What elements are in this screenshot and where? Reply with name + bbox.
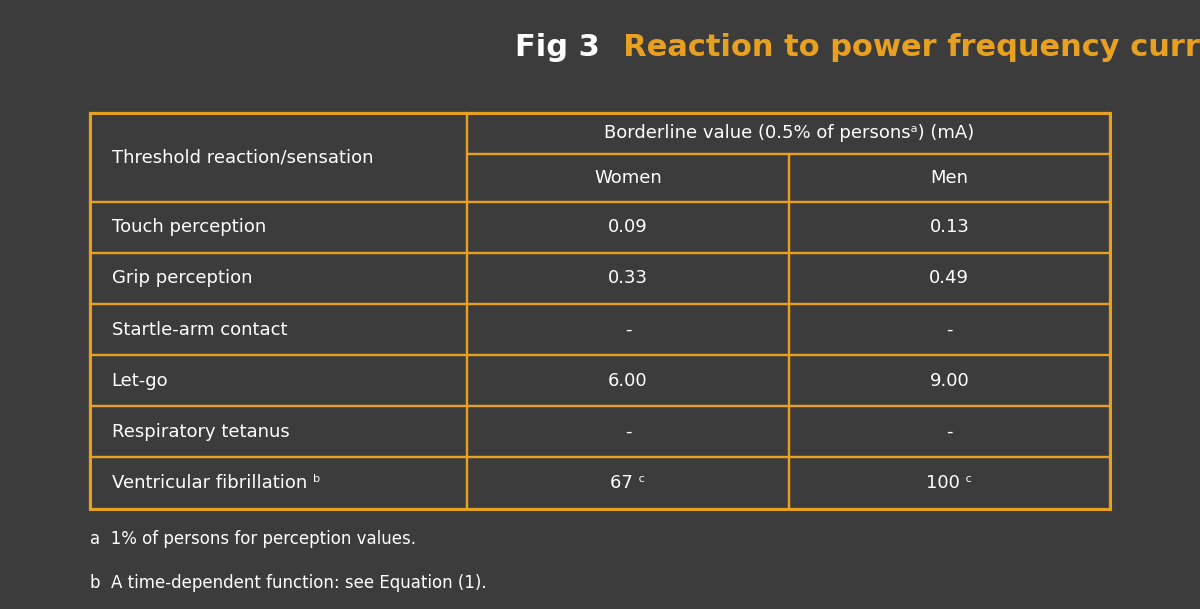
- Bar: [468, 154, 788, 202]
- Text: Touch perception: Touch perception: [112, 218, 266, 236]
- Bar: [788, 154, 1110, 202]
- Text: Grip perception: Grip perception: [112, 269, 252, 287]
- Bar: [90, 406, 468, 457]
- Bar: [90, 253, 468, 304]
- Bar: [468, 202, 788, 253]
- Bar: [468, 304, 788, 355]
- Text: Threshold reaction/sensation: Threshold reaction/sensation: [112, 148, 373, 166]
- Text: Men: Men: [930, 169, 968, 187]
- Text: 100 ᶜ: 100 ᶜ: [926, 474, 972, 492]
- Text: Ventricular fibrillation ᵇ: Ventricular fibrillation ᵇ: [112, 474, 320, 492]
- Text: Women: Women: [594, 169, 662, 187]
- Text: Respiratory tetanus: Respiratory tetanus: [112, 423, 289, 441]
- Bar: [788, 406, 1110, 457]
- Text: 0.13: 0.13: [930, 218, 970, 236]
- Bar: [788, 457, 1110, 509]
- Text: 0.33: 0.33: [608, 269, 648, 287]
- Bar: [468, 355, 788, 406]
- Bar: [90, 202, 468, 253]
- Text: -: -: [625, 320, 631, 339]
- Bar: [788, 253, 1110, 304]
- Text: 0.49: 0.49: [929, 269, 970, 287]
- Text: 67 ᶜ: 67 ᶜ: [611, 474, 646, 492]
- Bar: [90, 355, 468, 406]
- Text: a  1% of persons for perception values.: a 1% of persons for perception values.: [90, 530, 416, 548]
- Bar: [90, 113, 1110, 509]
- Text: Startle-arm contact: Startle-arm contact: [112, 320, 287, 339]
- Bar: [788, 304, 1110, 355]
- Text: Let-go: Let-go: [112, 371, 168, 390]
- Bar: [468, 253, 788, 304]
- Bar: [468, 113, 1110, 154]
- Text: -: -: [946, 423, 953, 441]
- Text: b  A time-dependent function: see Equation (1).: b A time-dependent function: see Equatio…: [90, 574, 487, 592]
- Text: Borderline value (0.5% of personsᵃ) (mA): Borderline value (0.5% of personsᵃ) (mA): [604, 124, 974, 143]
- Bar: [90, 457, 468, 509]
- Text: -: -: [625, 423, 631, 441]
- Bar: [788, 355, 1110, 406]
- Bar: [468, 457, 788, 509]
- Bar: [468, 406, 788, 457]
- Bar: [90, 304, 468, 355]
- Text: Fig 3: Fig 3: [515, 33, 600, 63]
- Text: 6.00: 6.00: [608, 371, 648, 390]
- Bar: [788, 202, 1110, 253]
- Bar: [90, 113, 468, 202]
- Text: Reaction to power frequency currents: Reaction to power frequency currents: [602, 33, 1200, 63]
- Text: -: -: [946, 320, 953, 339]
- Text: 0.09: 0.09: [608, 218, 648, 236]
- Text: 9.00: 9.00: [930, 371, 970, 390]
